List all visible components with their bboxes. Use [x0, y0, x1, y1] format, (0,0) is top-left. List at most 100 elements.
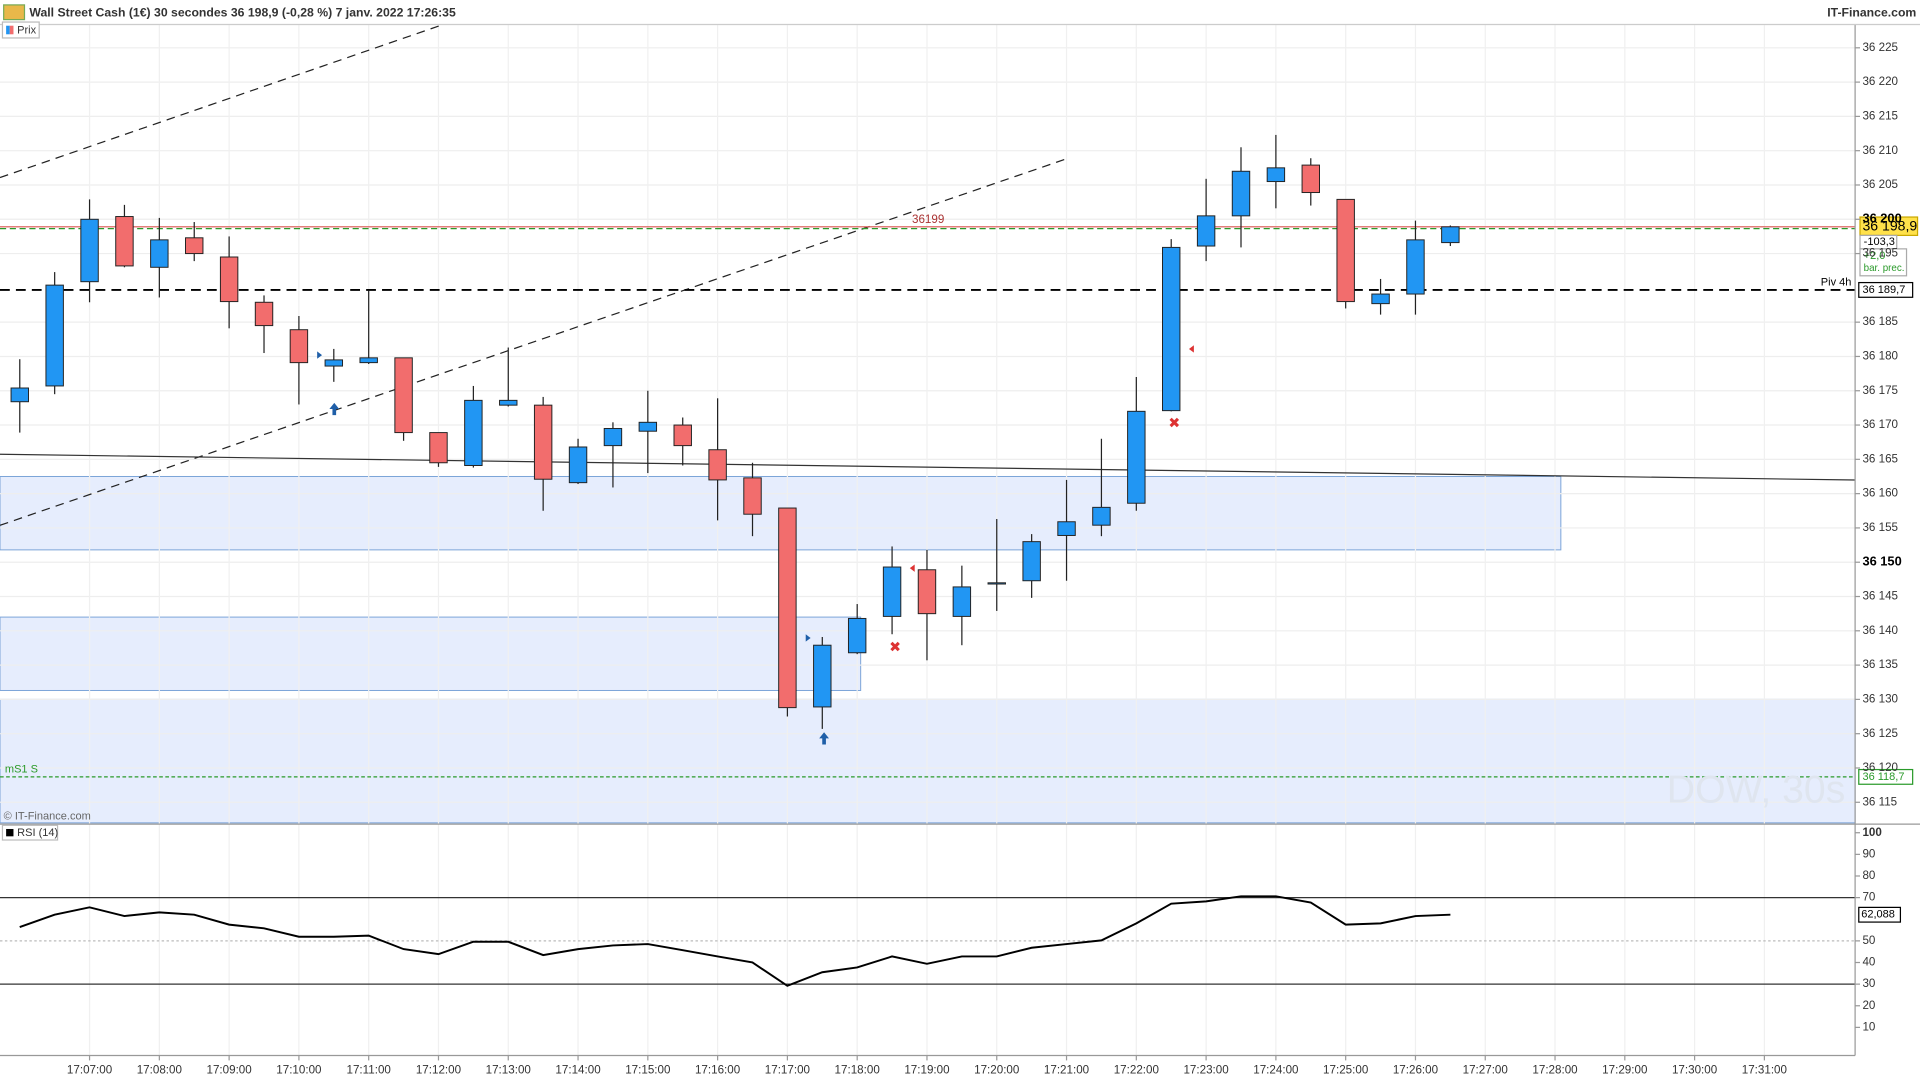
- legend-icon: [6, 828, 14, 837]
- y-tick-label: 36 205: [1862, 178, 1898, 191]
- candle-body: [289, 329, 309, 364]
- level-value: 36 189,7: [1862, 284, 1905, 296]
- candle-body: [847, 617, 867, 654]
- y-tick-label: 36 120: [1862, 761, 1898, 774]
- y-tick-label: 36 125: [1862, 727, 1898, 740]
- candle-body: [708, 449, 727, 481]
- candle-body: [464, 399, 483, 467]
- candle-body: [638, 421, 658, 432]
- signal-triangle: [805, 634, 811, 642]
- rsi-tick-label: 70: [1862, 891, 1875, 904]
- trend-line: [0, 23, 444, 179]
- rsi-tick-label: 10: [1862, 1020, 1875, 1033]
- candle-body: [603, 427, 623, 447]
- copyright: © IT-Finance.com: [4, 811, 91, 823]
- candle-body: [1092, 506, 1111, 526]
- x-tick-label: 17:27:00: [1463, 1063, 1509, 1076]
- y-tick-label: 36 215: [1862, 109, 1898, 122]
- candle-body: [115, 216, 134, 267]
- change-box: [1859, 248, 1908, 277]
- x-axis-labels: 17:07:00 17:08:00 17:09:00 17:10:00 17:11:00…: [67, 1055, 1788, 1076]
- y-axis-labels: 36 115 36 120 36 125 36 130 36 135 36 140 36 1…: [1855, 41, 1902, 808]
- rsi-tick-label: 40: [1862, 956, 1875, 969]
- candle-body: [568, 446, 588, 484]
- x-tick-label: 17:12:00: [416, 1063, 462, 1076]
- level-name: mS1 S: [5, 763, 38, 775]
- y-tick-label: 36 165: [1862, 452, 1898, 465]
- rsi-tick-label: 30: [1862, 977, 1875, 990]
- candle-body: [987, 582, 1006, 585]
- y-tick-label: 36 200: [1862, 211, 1901, 226]
- buy-arrow: [329, 402, 340, 416]
- rsi-panel: 10 20 30 40 50 70 80 90 100 62,088: [0, 826, 1902, 1033]
- level-box: [1858, 768, 1914, 785]
- candle-body: [80, 218, 99, 283]
- x-tick-label: 17:24:00: [1253, 1063, 1299, 1076]
- y-tick-label: 36 115: [1862, 795, 1897, 808]
- y-tick-label: 36 185: [1862, 315, 1898, 328]
- y-tick-label: 36 130: [1862, 692, 1898, 705]
- candle-body: [45, 284, 64, 387]
- signal-triangle: [317, 351, 323, 359]
- x-tick-label: 17:10:00: [276, 1063, 322, 1076]
- icon: [3, 4, 26, 21]
- rsi-line: [19, 895, 1451, 987]
- trend-line: [0, 157, 1070, 526]
- candle-body: [1162, 246, 1181, 412]
- y-tick-label: 36 210: [1862, 144, 1898, 157]
- candle-body: [359, 357, 378, 364]
- change-label: -103,3: [1864, 236, 1895, 248]
- x-tick-label: 17:07:00: [67, 1063, 113, 1076]
- y-tick-label: 36 195: [1862, 247, 1898, 260]
- x-tick-label: 17:14:00: [555, 1063, 601, 1076]
- candle-body: [1441, 226, 1460, 244]
- change-label: bar. prec.: [1864, 263, 1905, 274]
- x-tick-label: 17:31:00: [1742, 1063, 1788, 1076]
- candle-body: [533, 404, 553, 480]
- rsi-tick-label: 20: [1862, 999, 1875, 1012]
- x-tick-label: 17:09:00: [206, 1063, 252, 1076]
- candle-body: [1057, 521, 1076, 536]
- candle-body: [150, 239, 169, 268]
- candle-body: [1266, 167, 1286, 183]
- candle-body: [1371, 293, 1390, 305]
- legend-icon: [6, 25, 10, 35]
- rsi-tick-label: 50: [1862, 934, 1875, 947]
- x-tick-label: 17:17:00: [765, 1063, 811, 1076]
- legend-icon: [9, 25, 14, 35]
- rsi-value-label: 62,088: [1861, 909, 1895, 921]
- x-tick-label: 17:13:00: [486, 1063, 532, 1076]
- indicator-name: RSI (14): [17, 827, 58, 839]
- y-tick-label: 36 150: [1862, 554, 1901, 569]
- candle-body: [1022, 541, 1041, 582]
- x-tick-label: 17:22:00: [1114, 1063, 1160, 1076]
- rsi-tick-label: 90: [1862, 847, 1875, 860]
- x-tick-label: 17:19:00: [904, 1063, 950, 1076]
- rsi-value-box: [1858, 906, 1902, 923]
- trend-lines: [0, 23, 1856, 526]
- sell-cross: [1169, 417, 1180, 428]
- y-tick-label: 36 155: [1862, 521, 1898, 534]
- y-tick-label: 36 220: [1862, 75, 1898, 88]
- candle-body: [778, 507, 797, 709]
- x-tick-label: 17:29:00: [1602, 1063, 1648, 1076]
- candle-body: [1406, 239, 1425, 295]
- x-tick-label: 17:25:00: [1323, 1063, 1369, 1076]
- candle-body: [952, 586, 972, 617]
- buy-arrow: [819, 732, 829, 745]
- candle-body: [917, 569, 937, 615]
- y-tick-label: 36 170: [1862, 418, 1898, 431]
- legend-box: [1, 824, 59, 841]
- x-tick-label: 17:08:00: [137, 1063, 183, 1076]
- grid: [0, 24, 1856, 1056]
- candle-body: [499, 399, 518, 406]
- candle-body: [429, 432, 448, 464]
- x-tick-label: 17:23:00: [1183, 1063, 1229, 1076]
- candles: [10, 134, 1460, 729]
- x-tick-label: 17:18:00: [835, 1063, 881, 1076]
- watermark: DOW, 30s: [1667, 769, 1846, 812]
- y-tick-label: 36 160: [1862, 487, 1898, 500]
